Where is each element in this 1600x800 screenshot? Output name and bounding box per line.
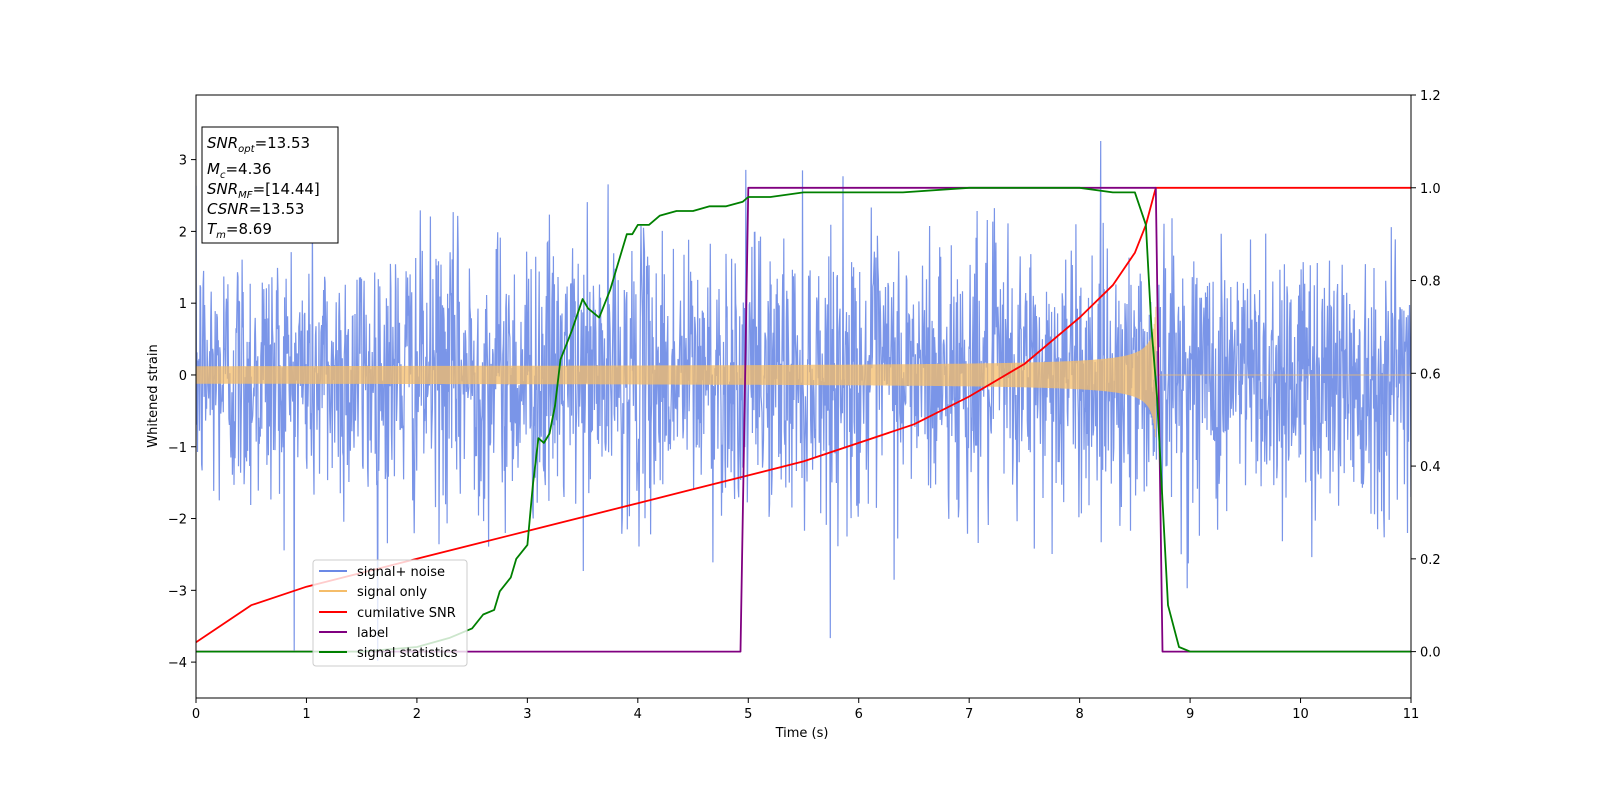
x-tick-label: 8 xyxy=(1075,707,1083,722)
y-left-tick-label: 2 xyxy=(179,225,187,240)
legend: signal+ noise signal only cumilative SNR… xyxy=(312,559,468,667)
x-tick-label: 0 xyxy=(192,707,200,722)
y-right-tick-label: 0.2 xyxy=(1420,553,1441,568)
info-csnr: CSNR=13.53 xyxy=(207,200,304,218)
info-snr-mf: SNRMF=[14.44] xyxy=(207,180,320,201)
info-box-frame xyxy=(201,126,339,244)
signal-statistics-series xyxy=(196,186,1411,653)
y-right-tick-label: 0.6 xyxy=(1420,367,1441,382)
left-y-axis-ticks: −4 −3 −2 −1 0 1 2 3 xyxy=(168,154,196,671)
y-left-tick-label: −1 xyxy=(168,441,187,456)
x-tick-label: 5 xyxy=(744,707,752,722)
y-right-tick-label: 0.0 xyxy=(1420,646,1441,661)
y-right-tick-label: 0.8 xyxy=(1420,275,1441,290)
y-right-tick-label: 1.2 xyxy=(1420,89,1441,104)
x-tick-label: 4 xyxy=(634,707,642,722)
y-left-tick-label: 3 xyxy=(179,154,187,169)
signal-noise-line xyxy=(196,140,1411,662)
x-axis-label: Time (s) xyxy=(775,726,829,741)
x-tick-label: 2 xyxy=(413,707,421,722)
y-left-tick-label: 1 xyxy=(179,297,187,312)
x-tick-label: 9 xyxy=(1186,707,1194,722)
y-right-tick-label: 0.4 xyxy=(1420,460,1441,475)
signal-only-line xyxy=(196,306,1411,438)
x-axis-ticks: 0 1 2 3 4 5 6 7 8 9 10 11 xyxy=(192,698,1419,722)
y-right-tick-label: 1.0 xyxy=(1420,182,1441,197)
y-left-tick-label: 0 xyxy=(179,369,187,384)
x-tick-label: 6 xyxy=(855,707,863,722)
legend-label-signal-only: signal only xyxy=(357,585,427,600)
plot-frame xyxy=(195,94,1412,699)
signal-only-series xyxy=(196,306,1411,438)
y-left-tick-label: −2 xyxy=(168,513,187,528)
legend-label-cumulative-snr: cumilative SNR xyxy=(357,606,456,621)
signal-statistics-line xyxy=(196,186,1411,653)
info-box: SNRopt=13.53 Mc=4.36 SNRMF=[14.44] CSNR=… xyxy=(201,126,339,244)
right-y-axis-ticks: 0.0 0.2 0.4 0.6 0.8 1.0 1.2 xyxy=(1411,89,1441,661)
x-tick-label: 3 xyxy=(523,707,531,722)
signal-noise-series xyxy=(196,140,1411,662)
info-snr-opt: SNRopt=13.53 xyxy=(207,134,310,155)
x-tick-label: 11 xyxy=(1403,707,1420,722)
info-mc: Mc=4.36 xyxy=(207,160,271,181)
legend-label-signal-noise: signal+ noise xyxy=(357,565,445,580)
info-tm: Tm=8.69 xyxy=(207,220,272,241)
x-tick-label: 7 xyxy=(965,707,973,722)
x-tick-label: 1 xyxy=(302,707,310,722)
y-axis-label: Whitened strain xyxy=(146,344,161,447)
legend-label-signal-statistics: signal statistics xyxy=(357,646,458,661)
y-left-tick-label: −3 xyxy=(168,584,187,599)
x-tick-label: 10 xyxy=(1292,707,1309,722)
legend-frame xyxy=(312,559,468,667)
legend-label-label: label xyxy=(357,626,388,641)
y-left-tick-label: −4 xyxy=(168,656,187,671)
